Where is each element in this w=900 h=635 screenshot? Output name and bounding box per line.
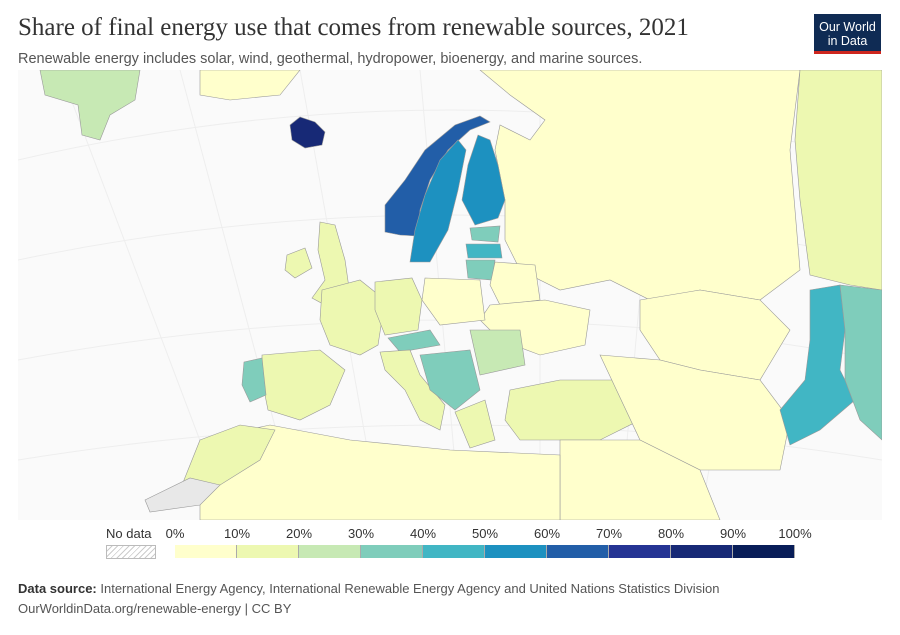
country-turkey[interactable] [504, 379, 651, 441]
owid-logo[interactable]: Our World in Data [814, 14, 881, 54]
legend-tick-label: 40% [409, 526, 437, 541]
legend-bin[interactable] [175, 545, 237, 558]
country-east-region-green[interactable] [839, 284, 882, 441]
legend-bin[interactable] [547, 545, 609, 558]
country-north-africa[interactable] [199, 424, 561, 520]
country-germany[interactable] [374, 277, 423, 336]
country-austria[interactable] [387, 329, 441, 353]
source-text: International Energy Agency, Internation… [100, 581, 720, 596]
country-estonia[interactable] [469, 225, 501, 243]
legend-tick-label: 100% [778, 526, 812, 541]
country-poland[interactable] [421, 277, 486, 326]
world-map[interactable] [18, 70, 882, 520]
url-license[interactable]: OurWorldinData.org/renewable-energy | CC… [18, 601, 292, 616]
country-france[interactable] [319, 279, 386, 356]
legend-bin[interactable] [609, 545, 671, 558]
country-finland[interactable] [461, 134, 506, 226]
chart-subtitle: Renewable energy includes solar, wind, g… [18, 51, 643, 67]
legend-tick-label: 90% [719, 526, 747, 541]
legend-bin[interactable] [733, 545, 795, 558]
source-label: Data source: [18, 581, 97, 596]
legend-tick-label: 0% [165, 526, 185, 541]
legend-bin[interactable] [671, 545, 733, 558]
legend-no-data-label: No data [106, 526, 152, 541]
country-latvia[interactable] [465, 243, 503, 259]
country-iceland[interactable] [289, 116, 326, 149]
country-belarus[interactable] [489, 261, 541, 306]
country-west-sahara[interactable] [144, 477, 221, 513]
legend-tick-label: 70% [595, 526, 623, 541]
legend-no-data-swatch [106, 545, 156, 559]
legend-bin[interactable] [299, 545, 361, 558]
chart-title: Share of final energy use that comes fro… [18, 14, 689, 41]
country-canada-islands[interactable] [199, 70, 301, 101]
legend-tick-label: 10% [223, 526, 251, 541]
legend-bin[interactable] [361, 545, 423, 558]
country-italy[interactable] [379, 349, 446, 431]
legend-tick-label: 50% [471, 526, 499, 541]
legend-bin[interactable] [485, 545, 547, 558]
data-source: Data source: International Energy Agency… [18, 581, 719, 596]
legend-tick-label: 20% [285, 526, 313, 541]
logo-text-2: in Data [827, 34, 868, 48]
country-portugal[interactable] [241, 357, 267, 403]
legend-tick-label: 30% [347, 526, 375, 541]
country-lithuania[interactable] [465, 259, 496, 281]
legend-bin[interactable] [237, 545, 299, 558]
country-ireland[interactable] [284, 247, 313, 279]
logo-text-1: Our World [819, 20, 876, 34]
legend-tick-label: 60% [533, 526, 561, 541]
legend-tick-label: 80% [657, 526, 685, 541]
country-balkans[interactable] [419, 349, 481, 411]
country-greenland[interactable] [39, 70, 141, 141]
country-north-asia[interactable] [794, 70, 882, 291]
legend-bin[interactable] [423, 545, 485, 558]
country-romania[interactable] [469, 329, 526, 376]
country-sweden[interactable] [409, 139, 467, 263]
country-russia[interactable] [479, 70, 801, 301]
country-greece[interactable] [454, 399, 496, 449]
